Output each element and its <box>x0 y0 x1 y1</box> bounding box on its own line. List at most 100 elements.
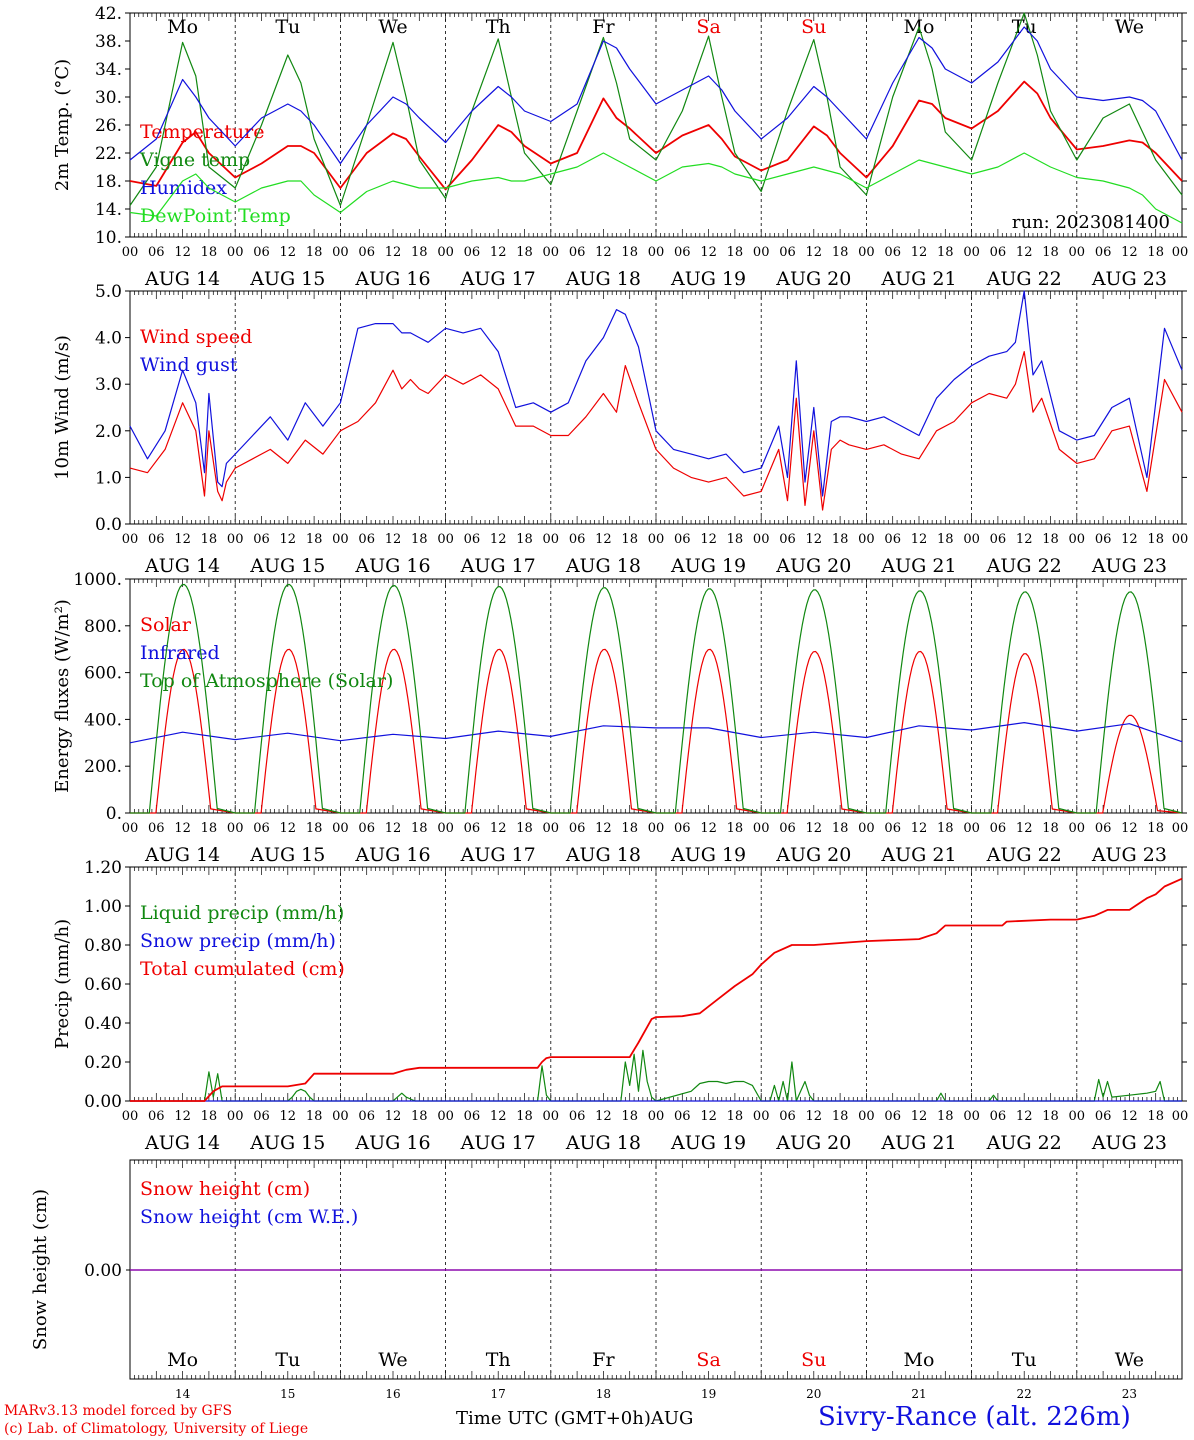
hour-tick-label: 00 <box>437 1109 454 1124</box>
hour-tick-label: 12 <box>1121 1109 1138 1124</box>
hour-tick-label: 12 <box>806 821 823 836</box>
y-tick-label: 38. <box>95 32 122 52</box>
hour-tick-label: 18 <box>1042 532 1059 547</box>
panel-5: 0.00 Snow height (cm) Mo 14 Tu 15 We 16 Th 17 Fr 18… <box>30 1159 1183 1401</box>
hour-tick-label: 00 <box>543 821 560 836</box>
day-name-label: Sa <box>696 16 720 38</box>
hour-tick-label: 18 <box>1147 245 1164 260</box>
date-label: AUG 22 <box>986 844 1062 866</box>
hour-tick-label: 18 <box>306 821 323 836</box>
day-number-label: 21 <box>911 1387 926 1401</box>
hour-tick-label: 00 <box>437 821 454 836</box>
hour-tick-label: 18 <box>516 1109 533 1124</box>
hour-tick-label: 18 <box>621 1109 638 1124</box>
hour-tick-label: 18 <box>411 821 428 836</box>
hour-tick-label: 06 <box>990 532 1007 547</box>
hour-tick-label: 00 <box>963 821 980 836</box>
hour-tick-label: 06 <box>990 245 1007 260</box>
legend-entry: Snow height (cm W.E.) <box>140 1206 358 1228</box>
date-label: AUG 18 <box>565 555 641 577</box>
hour-tick-label: 06 <box>779 532 796 547</box>
hour-tick-label: 12 <box>280 1109 297 1124</box>
hour-tick-label: 12 <box>911 1109 928 1124</box>
hour-tick-label: 06 <box>990 1109 1007 1124</box>
hour-tick-label: 18 <box>1042 1109 1059 1124</box>
hour-tick-label: 12 <box>490 245 507 260</box>
hour-tick-label: 00 <box>963 1109 980 1124</box>
date-label: AUG 18 <box>565 268 641 290</box>
hour-tick-label: 12 <box>700 532 717 547</box>
hour-tick-label: 12 <box>385 245 402 260</box>
hour-tick-label: 18 <box>201 1109 218 1124</box>
model-credit-line1: MARv3.13 model forced by GFS <box>4 1403 233 1419</box>
day-number-label: 16 <box>385 1387 400 1401</box>
day-name-label: Th <box>486 16 511 38</box>
y-axis-label: Precip (mm/h) <box>52 919 73 1049</box>
y-tick-label: 0.00 <box>84 1261 122 1281</box>
y-tick-label: 14. <box>95 200 122 220</box>
hour-tick-label: 18 <box>201 532 218 547</box>
y-tick-label: 18. <box>95 172 122 192</box>
station-name: Sivry-Rance (alt. 226m) <box>818 1402 1131 1432</box>
hour-tick-label: 06 <box>148 245 165 260</box>
hour-tick-label: 12 <box>595 1109 612 1124</box>
hour-tick-label: 00 <box>858 1109 875 1124</box>
hour-tick-label: 06 <box>464 1109 481 1124</box>
series-line <box>130 877 1183 1102</box>
hour-tick-label: 00 <box>858 245 875 260</box>
legend-entry: Snow height (cm) <box>140 1178 310 1200</box>
y-tick-label: 0. <box>106 804 122 824</box>
hour-tick-label: 18 <box>621 245 638 260</box>
y-tick-label: 2.0 <box>95 422 122 442</box>
date-label: AUG 18 <box>565 844 641 866</box>
hour-tick-label: 00 <box>648 532 665 547</box>
hour-tick-label: 18 <box>1042 821 1059 836</box>
hour-tick-label: 12 <box>174 532 191 547</box>
day-number-label: 22 <box>1017 1387 1032 1401</box>
day-number-label: 17 <box>491 1387 506 1401</box>
y-tick-label: 3.0 <box>95 375 122 395</box>
hour-tick-label: 06 <box>358 1109 375 1124</box>
hour-tick-label: 18 <box>832 245 849 260</box>
hour-tick-label: 06 <box>464 245 481 260</box>
hour-tick-label: 18 <box>516 532 533 547</box>
hour-tick-label: 18 <box>411 532 428 547</box>
hour-tick-label: 18 <box>832 821 849 836</box>
y-axis-label: 2m Temp. (°C) <box>52 59 73 191</box>
hour-tick-label: 00 <box>122 245 139 260</box>
hour-tick-label: 18 <box>201 821 218 836</box>
hour-tick-label: 00 <box>648 1109 665 1124</box>
hour-tick-label: 12 <box>385 1109 402 1124</box>
hour-tick-label: 06 <box>779 1109 796 1124</box>
y-axis-label: Snow height (cm) <box>30 1189 51 1350</box>
date-label: AUG 20 <box>775 844 851 866</box>
y-axis-label: Energy fluxes (W/m²) <box>52 599 73 793</box>
day-number-label: 23 <box>1122 1387 1137 1401</box>
date-label: AUG 14 <box>144 844 220 866</box>
hour-tick-label: 12 <box>595 532 612 547</box>
hour-tick-label: 18 <box>516 245 533 260</box>
y-tick-label: 0.60 <box>84 975 122 995</box>
day-name-label: We <box>378 16 407 38</box>
run-label: run: 2023081400 <box>1012 212 1170 233</box>
hour-tick-label: 00 <box>1172 821 1189 836</box>
hour-tick-label: 12 <box>174 1109 191 1124</box>
hour-tick-label: 12 <box>1016 532 1033 547</box>
hour-tick-label: 00 <box>437 532 454 547</box>
hour-tick-label: 12 <box>595 821 612 836</box>
hour-tick-label: 12 <box>174 245 191 260</box>
legend-entry: Top of Atmosphere (Solar) <box>140 670 393 692</box>
hour-tick-label: 00 <box>1172 245 1189 260</box>
hour-tick-label: 12 <box>1121 245 1138 260</box>
y-tick-label: 0.0 <box>95 515 122 535</box>
hour-tick-label: 12 <box>1016 245 1033 260</box>
hour-tick-label: 18 <box>937 532 954 547</box>
hour-tick-label: 00 <box>227 532 244 547</box>
hour-tick-label: 00 <box>1172 1109 1189 1124</box>
day-number-label: 19 <box>701 1387 716 1401</box>
hour-tick-label: 06 <box>148 1109 165 1124</box>
y-tick-label: 1.20 <box>84 858 122 878</box>
date-label: AUG 17 <box>460 268 536 290</box>
hour-tick-label: 12 <box>595 245 612 260</box>
